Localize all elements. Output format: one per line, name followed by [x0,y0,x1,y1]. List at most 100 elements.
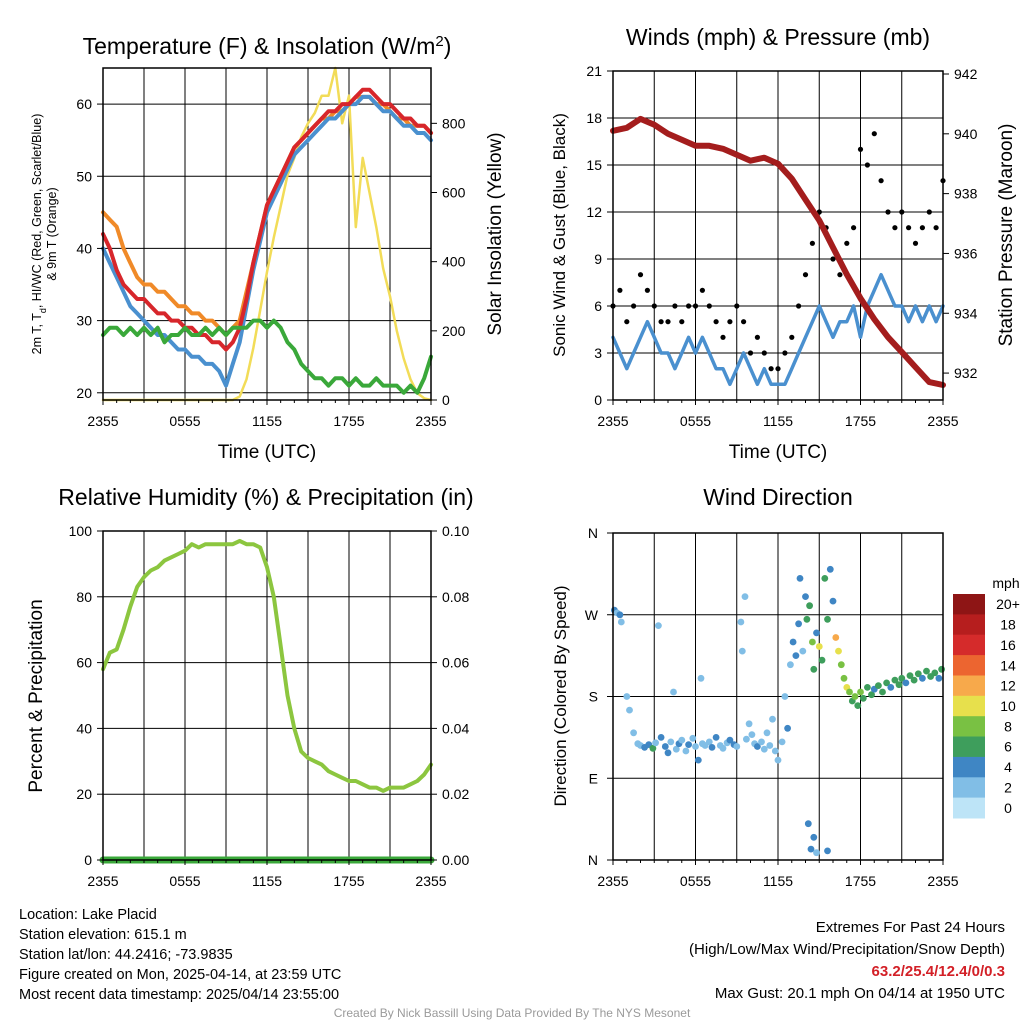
left-y-tick-label: 9 [594,251,602,267]
direction-point [810,665,818,673]
extremes-subtitle: (High/Low/Max Wind/Precipitation/Snow De… [689,941,1005,958]
y-axis-label-temperature-line2: & 9m T (Orange) [45,187,59,280]
right-y-tick-label: 200 [442,323,466,339]
x-tick-label: 1755 [333,873,364,889]
direction-point [906,672,914,679]
gust-point [665,319,671,325]
gust-point [658,319,664,325]
direction-point [898,674,906,682]
x-tick-label: 0555 [680,413,711,429]
direction-point [787,661,794,669]
direction-point [859,694,867,702]
gust-point [644,287,651,293]
wind-direction-panel: 2355 0555 1155 1755 2355 N E S W N Wind Direction D… [551,484,1020,889]
direction-point [667,738,675,746]
legend-label: 14 [1000,657,1016,673]
x-tick-label: 1155 [252,873,282,889]
legend-swatch [953,756,985,778]
station-elevation: Station elevation: 615.1 m [19,927,187,943]
direction-point [652,739,659,747]
x-tick-label: 0555 [680,873,711,889]
gust-point [933,225,939,231]
gust-point [747,350,754,356]
direction-point [719,744,727,752]
direction-point [774,756,782,764]
left-y-tick-label: 0 [594,392,602,408]
x-tick-label: 0555 [169,413,200,429]
gust-point [651,303,657,309]
right-y-tick-label: 0.04 [442,720,469,736]
credit-line: Created By Nick Bassill Using Data Provi… [333,1006,691,1020]
panel-title-wind-direction: Wind Direction [703,484,853,510]
gust-point [761,350,767,356]
direction-point [766,742,774,749]
gust-point [789,334,795,340]
speed-legend: mph 20+ 18 16 14 12 10 8 6 4 2 0 [953,575,1020,819]
direction-point [815,643,823,650]
left-y-tick-label: 6 [594,298,602,314]
gust-point [809,240,816,246]
x-axis-label: Time (UTC) [729,442,828,463]
direction-point [737,618,745,626]
direction-point [664,749,672,757]
y-axis-label-wind: Sonic Wind & Gust (Blue, Black) [550,113,569,357]
legend-label: 6 [1004,739,1012,755]
x-tick-label: 2355 [927,873,958,889]
y2-axis-label-pressure: Station Pressure (Maroon) [996,124,1017,347]
humidity-panel: 2355 0555 1155 1755 2355 0 20 40 60 80 100 0.00 0.02… [26,484,474,889]
legend-swatch [953,777,985,799]
direction-point [754,743,761,750]
direction-point [887,684,895,691]
direction-point [810,833,818,841]
right-y-tick-label: 400 [442,254,466,270]
direction-tick-label: W [585,607,599,623]
right-y-tick-label: 0.08 [442,589,469,605]
legend-label: 18 [1000,617,1016,633]
direction-point [745,720,753,728]
direction-point [914,670,922,678]
direction-point [661,743,669,750]
legend-label: 4 [1004,759,1012,775]
direction-point [807,845,815,853]
x-tick-label: 2355 [927,413,958,429]
left-y-tick-label: 0 [84,852,92,868]
recent-timestamp: Most recent data timestamp: 2025/04/14 2… [19,987,340,1003]
gust-point [713,319,719,325]
direction-point [748,731,756,738]
legend-swatch [953,655,985,676]
temp-line [101,87,433,352]
gust-point [782,350,788,356]
direction-point [616,611,624,619]
x-tick-label: 2355 [415,413,446,429]
right-y-tick-label: 936 [954,245,978,261]
direction-tick-label: E [589,770,598,786]
x-tick-label: 1155 [763,413,793,429]
station-info: Location: Lake Placid Station elevation:… [19,905,341,1005]
gust-point [885,209,891,215]
direction-point [784,724,791,732]
right-y-tick-label: 942 [954,66,978,82]
right-y-tick-label: 934 [954,305,978,321]
direction-point [826,565,834,573]
left-y-tick-label: 15 [586,157,602,173]
direction-point [760,745,768,753]
direction-point [837,661,845,669]
left-y-tick-label: 100 [69,523,93,539]
direction-point [868,691,875,699]
direction-point [802,593,809,600]
direction-point [649,744,657,752]
gust-point [844,240,850,246]
y-axis-label-direction: Direction (Colored By Speed) [551,585,570,806]
direction-point [778,738,786,746]
direction-tick-label: N [588,525,598,541]
legend-swatch [953,716,985,738]
direction-point [758,738,765,746]
right-y-tick-label: 0.00 [442,852,469,868]
direction-point [763,729,771,737]
direction-tick-label: S [589,689,598,705]
direction-point [919,674,926,682]
direction-point [657,734,665,741]
y-axis-label-temperature: 2m T, Td, HI/WC (Red, Green, Scarlet/Blu… [30,114,48,355]
left-y-tick-label: 50 [76,168,92,184]
gust-point [857,146,864,152]
